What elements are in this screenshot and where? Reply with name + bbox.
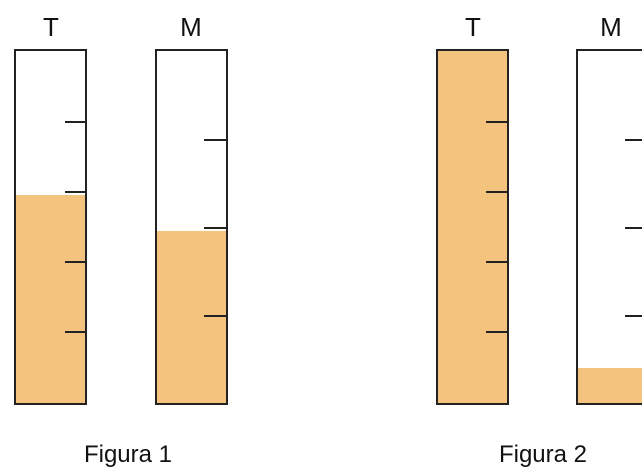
figure-2-container-m-liquid [578,368,642,403]
figure-2-caption: Figura 2 [499,441,587,468]
figure-2-container-t: T [436,12,509,405]
figure-2-container-m-label: M [600,12,622,42]
figure-1-container-m-label: M [180,12,202,42]
figure-1-caption: Figura 1 [84,441,172,468]
figure-1-container-t: T [14,12,87,405]
figure-1-container-t-label: T [43,12,59,42]
figure-1-container-m: M [155,12,228,405]
figure-1-container-t-liquid [16,195,85,403]
figure-2-container-t-label: T [465,12,481,42]
figure-1: T M Figura 1 [14,12,228,468]
figure-2-container-m: M [576,12,642,405]
figure-2: T M Figura 2 [436,12,642,468]
figure-2-container-t-liquid [438,51,507,403]
